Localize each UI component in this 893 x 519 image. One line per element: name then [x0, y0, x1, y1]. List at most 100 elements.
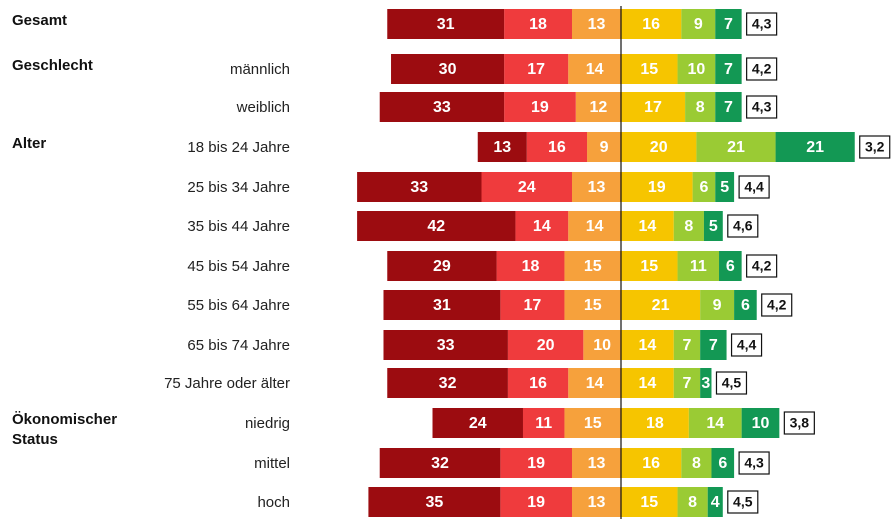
category-label: männlich: [230, 61, 290, 78]
category-label: niedrig: [245, 415, 290, 432]
segment-label: 21: [806, 139, 824, 156]
bar-segment: [522, 408, 565, 438]
bar-segment: [681, 448, 712, 478]
mean-box: [746, 12, 778, 36]
bar-segment: [496, 251, 565, 281]
bar-segment: [696, 132, 776, 162]
segment-label: 8: [692, 455, 701, 472]
segment-label: 18: [529, 16, 547, 33]
segment-label: 33: [437, 337, 455, 354]
bar-segment: [391, 54, 505, 84]
bar-segment: [621, 290, 701, 320]
bar-segment: [621, 368, 674, 398]
segment-label: 13: [588, 16, 606, 33]
mean-label: 4,3: [752, 16, 772, 32]
segment-label: 20: [650, 139, 668, 156]
segment-label: 7: [724, 61, 733, 78]
mean-label: 3,8: [790, 415, 810, 431]
bar-segment: [621, 448, 682, 478]
category-label: 18 bis 24 Jahre: [187, 139, 290, 156]
bar-segment: [621, 408, 689, 438]
bar-segment: [621, 54, 678, 84]
bar-segment: [715, 54, 742, 84]
bar-segment: [477, 132, 527, 162]
segment-label: 19: [531, 99, 549, 116]
bar-segment: [711, 448, 735, 478]
bar-segment: [387, 368, 508, 398]
segment-label: 30: [439, 61, 457, 78]
segment-label: 11: [690, 258, 707, 275]
bar-segment: [681, 9, 716, 39]
bar-segment: [568, 368, 621, 398]
category-label: 35 bis 44 Jahre: [187, 218, 290, 235]
segment-label: 21: [727, 139, 745, 156]
category-label: 55 bis 64 Jahre: [187, 297, 290, 314]
bar-segment: [568, 211, 621, 241]
segment-label: 32: [439, 375, 457, 392]
bar-segment: [571, 172, 621, 202]
segment-label: 19: [527, 455, 545, 472]
segment-label: 5: [720, 179, 729, 196]
bar-segment: [379, 92, 505, 122]
bar-segment: [575, 92, 621, 122]
bar-segment: [357, 211, 516, 241]
segment-label: 14: [638, 218, 656, 235]
segment-label: 9: [600, 139, 609, 156]
mean-box: [727, 214, 759, 238]
mean-box: [746, 57, 778, 81]
mean-box: [859, 135, 891, 159]
bar-segment: [677, 54, 716, 84]
bar-segment: [379, 448, 501, 478]
bar-segment: [564, 408, 621, 438]
bar-segment: [692, 172, 716, 202]
bar-segment: [703, 211, 723, 241]
segment-label: 15: [584, 297, 602, 314]
segment-label: 8: [696, 99, 705, 116]
bar-segment: [504, 9, 572, 39]
segment-label: 10: [593, 337, 611, 354]
bar-segment: [583, 330, 621, 360]
mean-label: 4,5: [722, 375, 742, 391]
bar-segment: [734, 290, 757, 320]
segment-label: 14: [638, 337, 656, 354]
bar-segment: [621, 9, 682, 39]
segment-label: 15: [640, 258, 658, 275]
segment-label: 13: [588, 455, 606, 472]
segment-label: 24: [518, 179, 536, 196]
segment-label: 9: [694, 16, 703, 33]
mean-box: [783, 411, 815, 435]
bar-segment: [571, 9, 621, 39]
segment-label: 9: [713, 297, 722, 314]
bar-segment: [700, 368, 712, 398]
segment-label: 14: [586, 375, 604, 392]
segment-label: 18: [646, 415, 664, 432]
group-label: Alter: [12, 135, 47, 152]
category-label: weiblich: [236, 99, 290, 116]
bar-segment: [500, 448, 572, 478]
segment-label: 31: [433, 297, 451, 314]
segment-label: 6: [718, 455, 727, 472]
mean-label: 4,2: [752, 61, 772, 77]
segment-label: 35: [425, 494, 443, 511]
segment-label: 6: [699, 179, 708, 196]
bar-segment: [688, 408, 742, 438]
segment-label: 11: [535, 415, 552, 432]
bar-segment: [383, 290, 501, 320]
mean-box: [746, 95, 778, 119]
bar-segment: [621, 172, 693, 202]
bar-segment: [621, 251, 678, 281]
segment-label: 6: [726, 258, 735, 275]
mean-box: [738, 175, 770, 199]
mean-label: 4,2: [752, 258, 772, 274]
segment-label: 17: [524, 297, 542, 314]
segment-label: 6: [741, 297, 750, 314]
bar-segment: [775, 132, 855, 162]
segment-label: 14: [533, 218, 551, 235]
bar-segment: [504, 92, 576, 122]
category-label: mittel: [254, 455, 290, 472]
bar-segment: [587, 132, 621, 162]
segment-label: 16: [642, 455, 660, 472]
bar-segment: [677, 251, 720, 281]
segment-label: 19: [527, 494, 545, 511]
